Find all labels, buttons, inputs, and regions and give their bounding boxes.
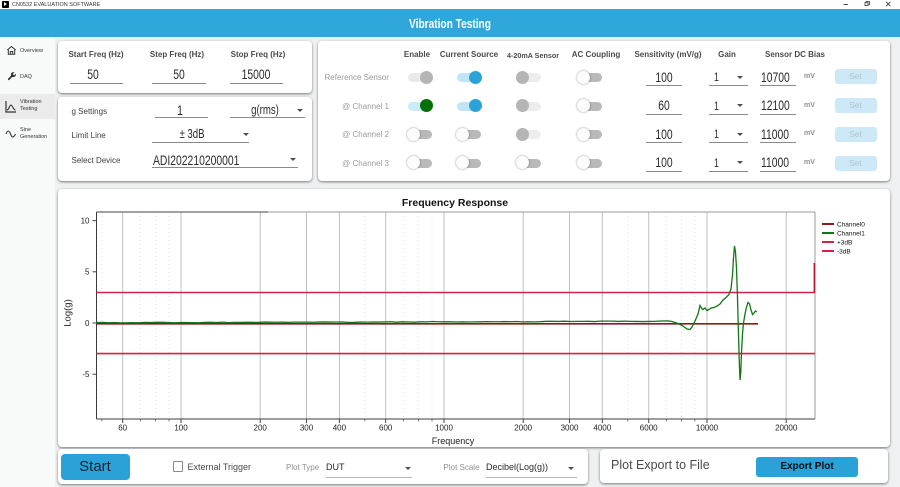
svg-text:+3dB: +3dB: [837, 239, 852, 246]
svg-text:1000: 1000: [435, 424, 453, 433]
svg-text:400: 400: [333, 424, 347, 433]
svg-text:4000: 4000: [593, 424, 611, 433]
svg-text:Channel1: Channel1: [837, 230, 865, 237]
svg-text:10000: 10000: [696, 424, 719, 433]
svg-text:300: 300: [300, 424, 314, 433]
svg-text:Log(g): Log(g): [63, 299, 74, 326]
svg-text:3000: 3000: [561, 424, 579, 433]
svg-text:-5: -5: [82, 370, 90, 379]
svg-text:600: 600: [379, 424, 393, 433]
svg-text:Frequency Response: Frequency Response: [402, 197, 508, 209]
svg-text:2000: 2000: [514, 424, 532, 433]
svg-text:10: 10: [81, 217, 90, 226]
svg-text:Frequency: Frequency: [432, 436, 475, 446]
svg-text:200: 200: [254, 424, 268, 433]
svg-text:Channel0: Channel0: [837, 221, 865, 228]
svg-text:5: 5: [85, 268, 90, 277]
svg-text:0: 0: [85, 319, 90, 328]
svg-text:100: 100: [174, 424, 188, 433]
svg-text:6000: 6000: [640, 424, 658, 433]
svg-text:60: 60: [118, 424, 127, 433]
svg-text:20000: 20000: [775, 424, 798, 433]
svg-text:-3dB: -3dB: [837, 248, 851, 255]
